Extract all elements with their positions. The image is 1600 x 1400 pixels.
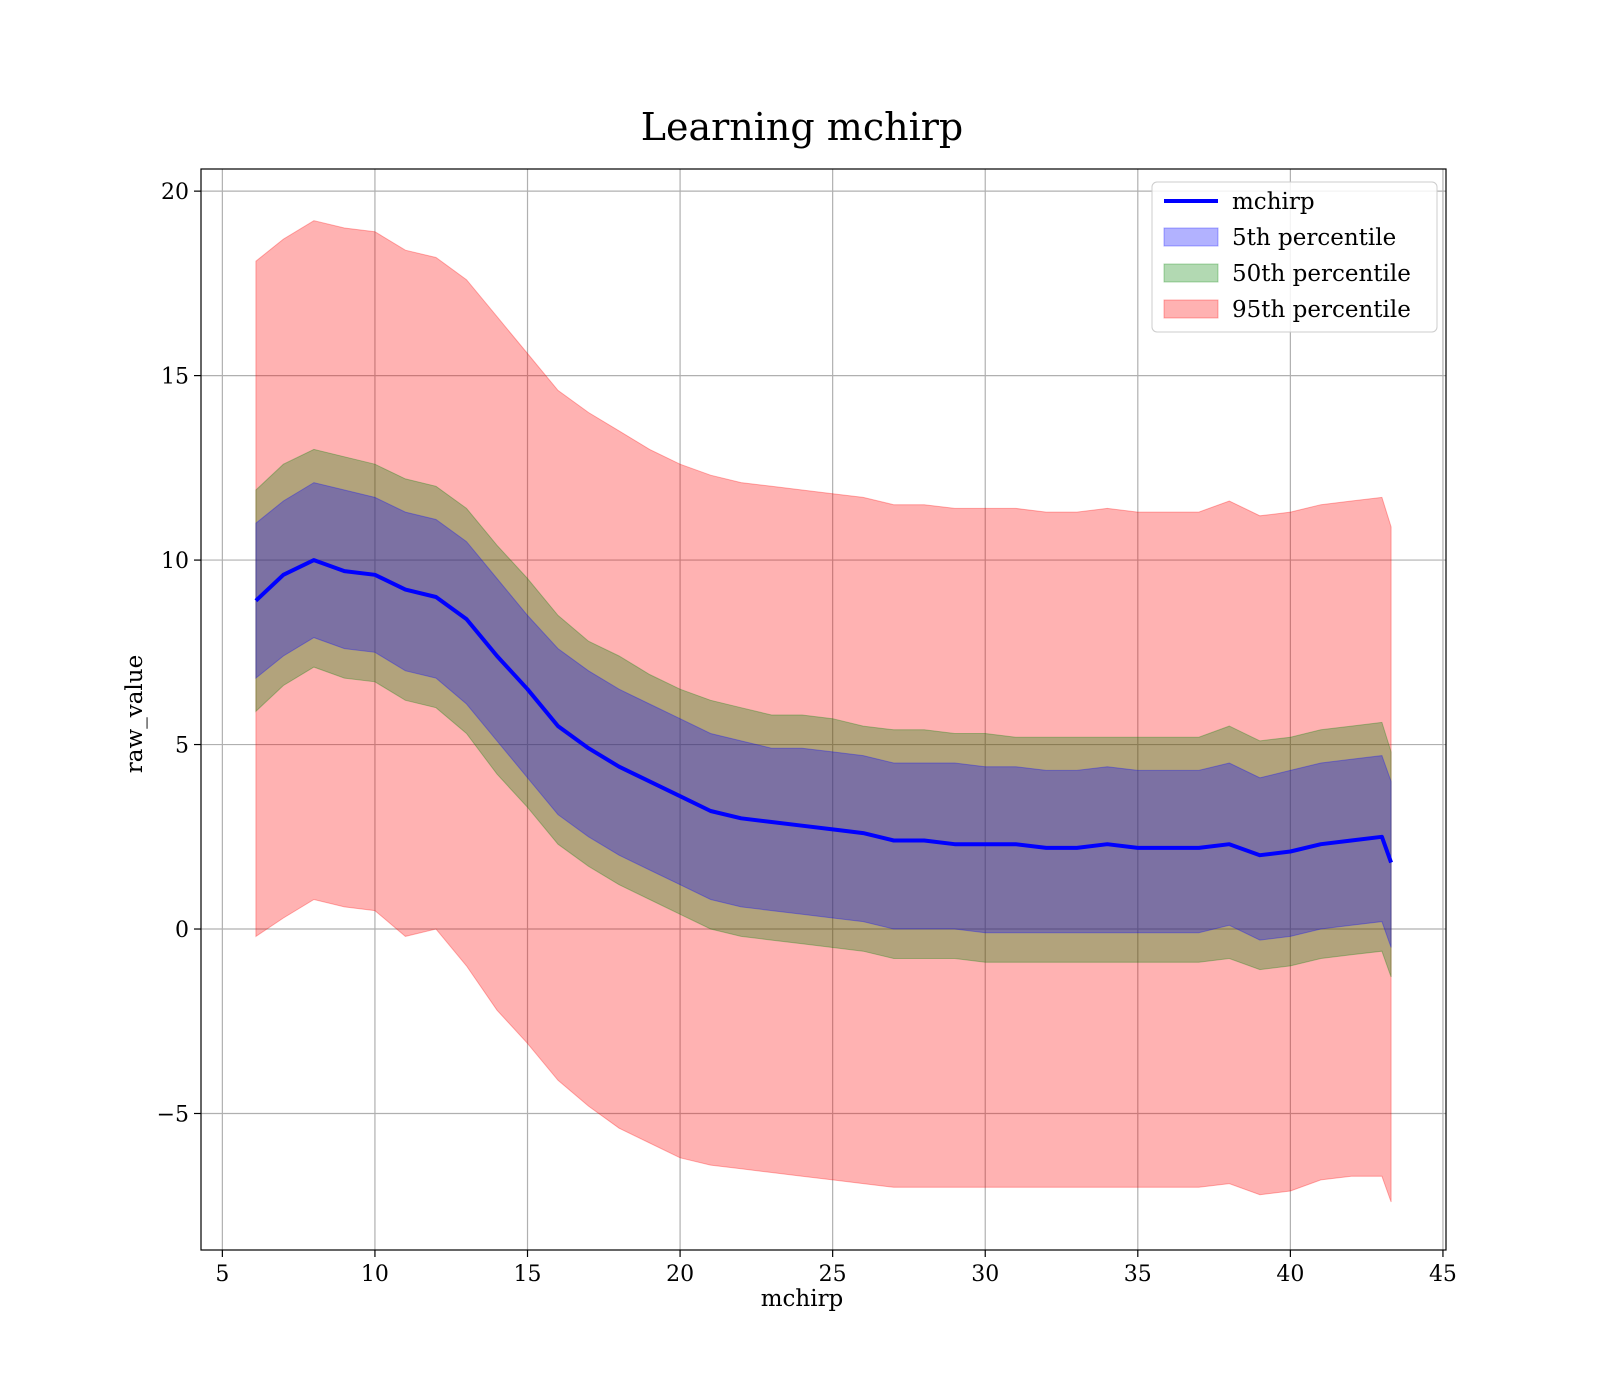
legend-box — [1151, 181, 1438, 333]
legend: mchirp 5th percentile 50th percentile 95th … — [1151, 181, 1438, 333]
legend-label: 95th percentile — [1232, 297, 1411, 323]
x-tick-label: 30 — [971, 1262, 999, 1287]
series-line-mchirp — [254, 558, 1393, 864]
y-tick-label: 5 — [175, 734, 189, 759]
plot-area: 5 10 15 20 25 30 35 40 45 −5 0 5 10 15 20 — [157, 168, 1457, 1287]
legend-label: 5th percentile — [1232, 225, 1396, 251]
legend-swatch — [1163, 263, 1219, 283]
legend-label: mchirp — [1232, 189, 1315, 215]
x-axis-label: mchirp — [761, 1286, 844, 1312]
chart-title: Learning mchirp — [641, 105, 963, 149]
x-tick-label: 35 — [1124, 1262, 1152, 1287]
x-tick-label: 5 — [215, 1262, 229, 1287]
x-tick-label: 25 — [819, 1262, 847, 1287]
plot-background — [201, 169, 1446, 1250]
x-tick-label: 45 — [1429, 1262, 1457, 1287]
y-tick-label: 0 — [175, 918, 189, 943]
y-tick-label: 15 — [161, 365, 189, 390]
y-tick-label: 20 — [161, 180, 189, 205]
y-tick-label: 10 — [161, 549, 189, 574]
legend-label: 50th percentile — [1232, 261, 1411, 287]
x-tick-label: 40 — [1276, 1262, 1304, 1287]
x-tick-label: 20 — [666, 1262, 694, 1287]
band-95th-percentile — [255, 220, 1392, 1203]
y-tick-label: −5 — [157, 1102, 189, 1127]
x-tick-label: 10 — [361, 1262, 389, 1287]
x-tick-label: 15 — [514, 1262, 542, 1287]
legend-swatch — [1163, 227, 1219, 247]
y-axis-label: raw_value — [122, 655, 148, 773]
plot-frame — [200, 168, 1447, 1251]
legend-swatch — [1163, 299, 1219, 319]
band-5th-percentile — [255, 482, 1392, 948]
